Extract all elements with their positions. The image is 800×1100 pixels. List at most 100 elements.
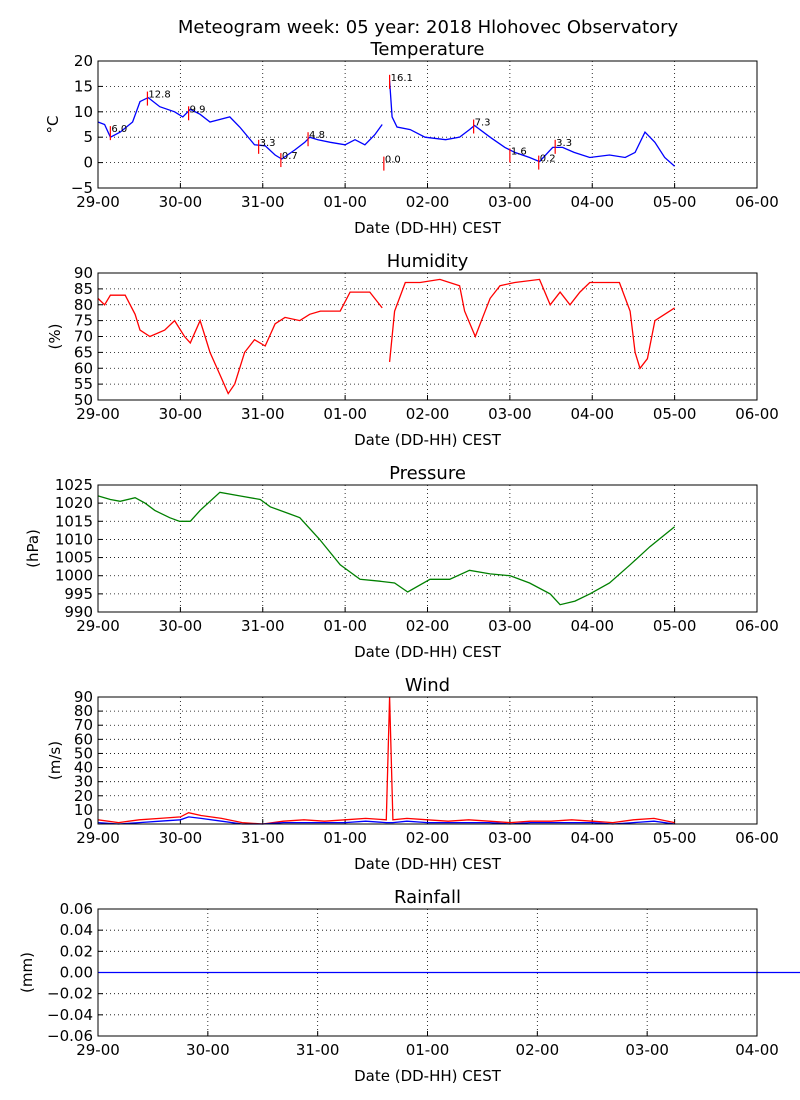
x-tick-label: 01-00 xyxy=(323,405,367,423)
x-tick-label: 04-00 xyxy=(570,405,614,423)
x-tick-label: 06-00 xyxy=(735,405,779,423)
x-tick-label: 29-00 xyxy=(76,193,120,211)
y-tick-label: 50 xyxy=(74,391,93,409)
data-line xyxy=(97,80,676,167)
y-tick-label: 20 xyxy=(74,52,93,70)
y-tick-label: 80 xyxy=(74,296,93,314)
y-tick-label: 10 xyxy=(74,801,93,819)
y-axis-label: (m/s) xyxy=(46,741,64,780)
y-tick-label: 75 xyxy=(74,312,93,330)
chart-title: Temperature xyxy=(369,39,484,60)
y-tick-label: 20 xyxy=(74,787,93,805)
y-tick-label: −0.02 xyxy=(47,985,93,1003)
axes-frame xyxy=(97,908,758,1037)
chart-title: Pressure xyxy=(389,463,466,484)
x-tick-label: 29-00 xyxy=(76,617,120,635)
annotation-label: 0.0 xyxy=(385,155,401,166)
annotation-label: 9.9 xyxy=(190,104,206,115)
data-line xyxy=(97,816,675,825)
x-tick-label: 31-00 xyxy=(241,617,285,635)
y-tick-label: 90 xyxy=(74,264,93,282)
y-tick-label: 60 xyxy=(74,730,93,748)
annotation-label: 3.3 xyxy=(260,138,276,149)
x-tick-label: 06-00 xyxy=(735,829,779,847)
y-tick-label: 1015 xyxy=(55,512,93,530)
chart-title: Humidity xyxy=(387,251,469,272)
y-tick-label: 55 xyxy=(74,375,93,393)
annotation-label: 6.0 xyxy=(111,124,127,135)
x-tick-label: 29-00 xyxy=(76,829,120,847)
x-tick-label: 30-00 xyxy=(159,193,203,211)
x-tick-label: 04-00 xyxy=(570,193,614,211)
x-axis-label: Date (DD-HH) CEST xyxy=(354,431,502,449)
y-tick-label: 0 xyxy=(83,154,93,172)
y-tick-label: 80 xyxy=(74,702,93,720)
chart-title: Rainfall xyxy=(394,887,461,908)
x-tick-label: 29-00 xyxy=(76,1041,120,1059)
y-tick-label: 85 xyxy=(74,280,93,298)
x-tick-label: 01-00 xyxy=(323,829,367,847)
x-tick-label: 05-00 xyxy=(653,829,697,847)
annotation-label: 16.1 xyxy=(391,73,413,84)
x-tick-label: 02-00 xyxy=(406,405,450,423)
x-tick-label: 03-00 xyxy=(488,193,532,211)
x-tick-label: 04-00 xyxy=(735,1041,779,1059)
y-tick-label: 0.04 xyxy=(60,921,93,939)
y-tick-label: 0.06 xyxy=(60,900,93,918)
x-tick-label: 01-00 xyxy=(323,193,367,211)
chart-title: Wind xyxy=(405,675,450,696)
y-tick-label: 5 xyxy=(83,128,93,146)
x-tick-label: 31-00 xyxy=(241,405,285,423)
annotation-label: 7.3 xyxy=(475,118,491,129)
x-tick-label: 02-00 xyxy=(516,1041,560,1059)
y-tick-label: 0.02 xyxy=(60,942,93,960)
x-tick-label: 30-00 xyxy=(159,405,203,423)
x-tick-label: 30-00 xyxy=(159,617,203,635)
y-axis-label: (%) xyxy=(46,324,64,350)
y-tick-label: 1020 xyxy=(55,494,93,512)
y-tick-label: 40 xyxy=(74,759,93,777)
data-line xyxy=(97,696,675,825)
annotation-label: 1.6 xyxy=(511,146,527,157)
y-tick-label: −5 xyxy=(71,179,93,197)
y-tick-label: 0.00 xyxy=(60,964,93,982)
y-tick-label: 990 xyxy=(64,603,93,621)
axes-frame xyxy=(97,484,758,613)
y-axis-label: °C xyxy=(44,116,62,134)
x-tick-label: 04-00 xyxy=(570,617,614,635)
y-tick-label: 70 xyxy=(74,716,93,734)
x-axis-label: Date (DD-HH) CEST xyxy=(354,1067,502,1085)
y-tick-label: 30 xyxy=(74,773,93,791)
x-tick-label: 01-00 xyxy=(406,1041,450,1059)
y-tick-label: 1010 xyxy=(55,530,93,548)
x-tick-label: 03-00 xyxy=(488,405,532,423)
y-tick-label: 0 xyxy=(83,815,93,833)
data-line xyxy=(97,278,675,395)
x-tick-label: 29-00 xyxy=(76,405,120,423)
y-axis-label: (hPa) xyxy=(24,529,42,568)
annotation-label: 12.8 xyxy=(148,90,170,101)
annotation-label: 3.3 xyxy=(556,138,572,149)
y-tick-label: 50 xyxy=(74,744,93,762)
axes-frame xyxy=(97,60,758,189)
y-tick-label: 60 xyxy=(74,359,93,377)
y-tick-label: 1025 xyxy=(55,476,93,494)
x-tick-label: 02-00 xyxy=(406,193,450,211)
annotation-label: 4.8 xyxy=(309,130,325,141)
x-tick-label: 02-00 xyxy=(406,829,450,847)
y-tick-label: 10 xyxy=(74,103,93,121)
x-tick-label: 31-00 xyxy=(241,829,285,847)
x-axis-label: Date (DD-HH) CEST xyxy=(354,219,502,237)
axes-frame xyxy=(97,696,758,825)
y-tick-label: −0.04 xyxy=(47,1006,93,1024)
page-title: Meteogram week: 05 year: 2018 Hlohovec O… xyxy=(178,17,679,38)
x-tick-label: 31-00 xyxy=(296,1041,340,1059)
y-tick-label: 65 xyxy=(74,343,93,361)
y-tick-label: 1000 xyxy=(55,567,93,585)
x-tick-label: 05-00 xyxy=(653,617,697,635)
x-tick-label: 05-00 xyxy=(653,405,697,423)
x-tick-label: 30-00 xyxy=(186,1041,230,1059)
y-axis-label: (mm) xyxy=(18,952,36,993)
x-tick-label: 03-00 xyxy=(625,1041,669,1059)
